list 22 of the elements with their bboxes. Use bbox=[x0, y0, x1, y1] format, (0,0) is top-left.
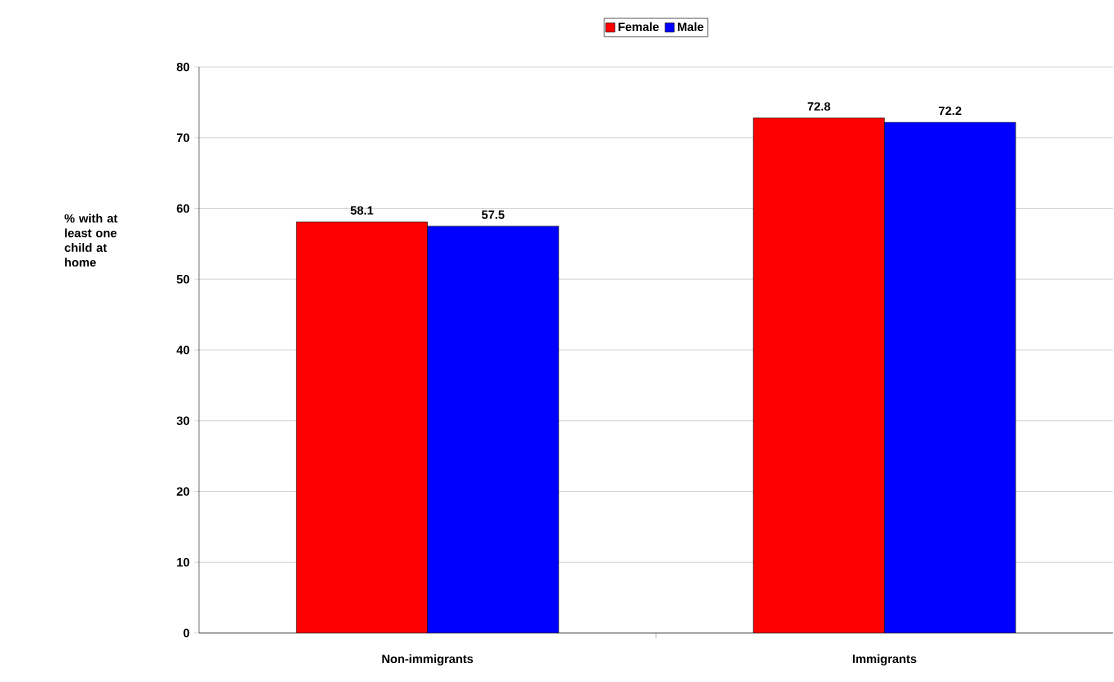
legend-label: Male bbox=[677, 22, 704, 32]
y-tick-label: 20 bbox=[176, 487, 190, 496]
data-label: 57.5 bbox=[481, 210, 505, 219]
y-tick-label: 60 bbox=[176, 204, 190, 213]
y-tick-label: 80 bbox=[176, 62, 190, 72]
y-tick-label: 10 bbox=[177, 557, 190, 567]
y-tick-label: 30 bbox=[176, 416, 190, 425]
y-tick-label: 0 bbox=[183, 628, 190, 638]
y-axis-title: % with at least one child at home bbox=[64, 213, 118, 267]
bar bbox=[753, 117, 885, 633]
x-tick-label: Immigrants bbox=[852, 654, 917, 666]
bar bbox=[884, 121, 1016, 633]
y-tick-label: 40 bbox=[176, 345, 190, 355]
y-tick-label: 70 bbox=[176, 133, 190, 142]
data-label: 72.8 bbox=[807, 102, 831, 111]
data-label: 58.1 bbox=[350, 206, 374, 215]
bar bbox=[296, 221, 428, 633]
data-label: 72.2 bbox=[938, 106, 962, 115]
legend-label: Female bbox=[618, 22, 659, 32]
x-tick-label: Non-immigrants bbox=[382, 654, 474, 666]
y-tick-label: 50 bbox=[176, 274, 190, 284]
bar bbox=[427, 226, 559, 633]
